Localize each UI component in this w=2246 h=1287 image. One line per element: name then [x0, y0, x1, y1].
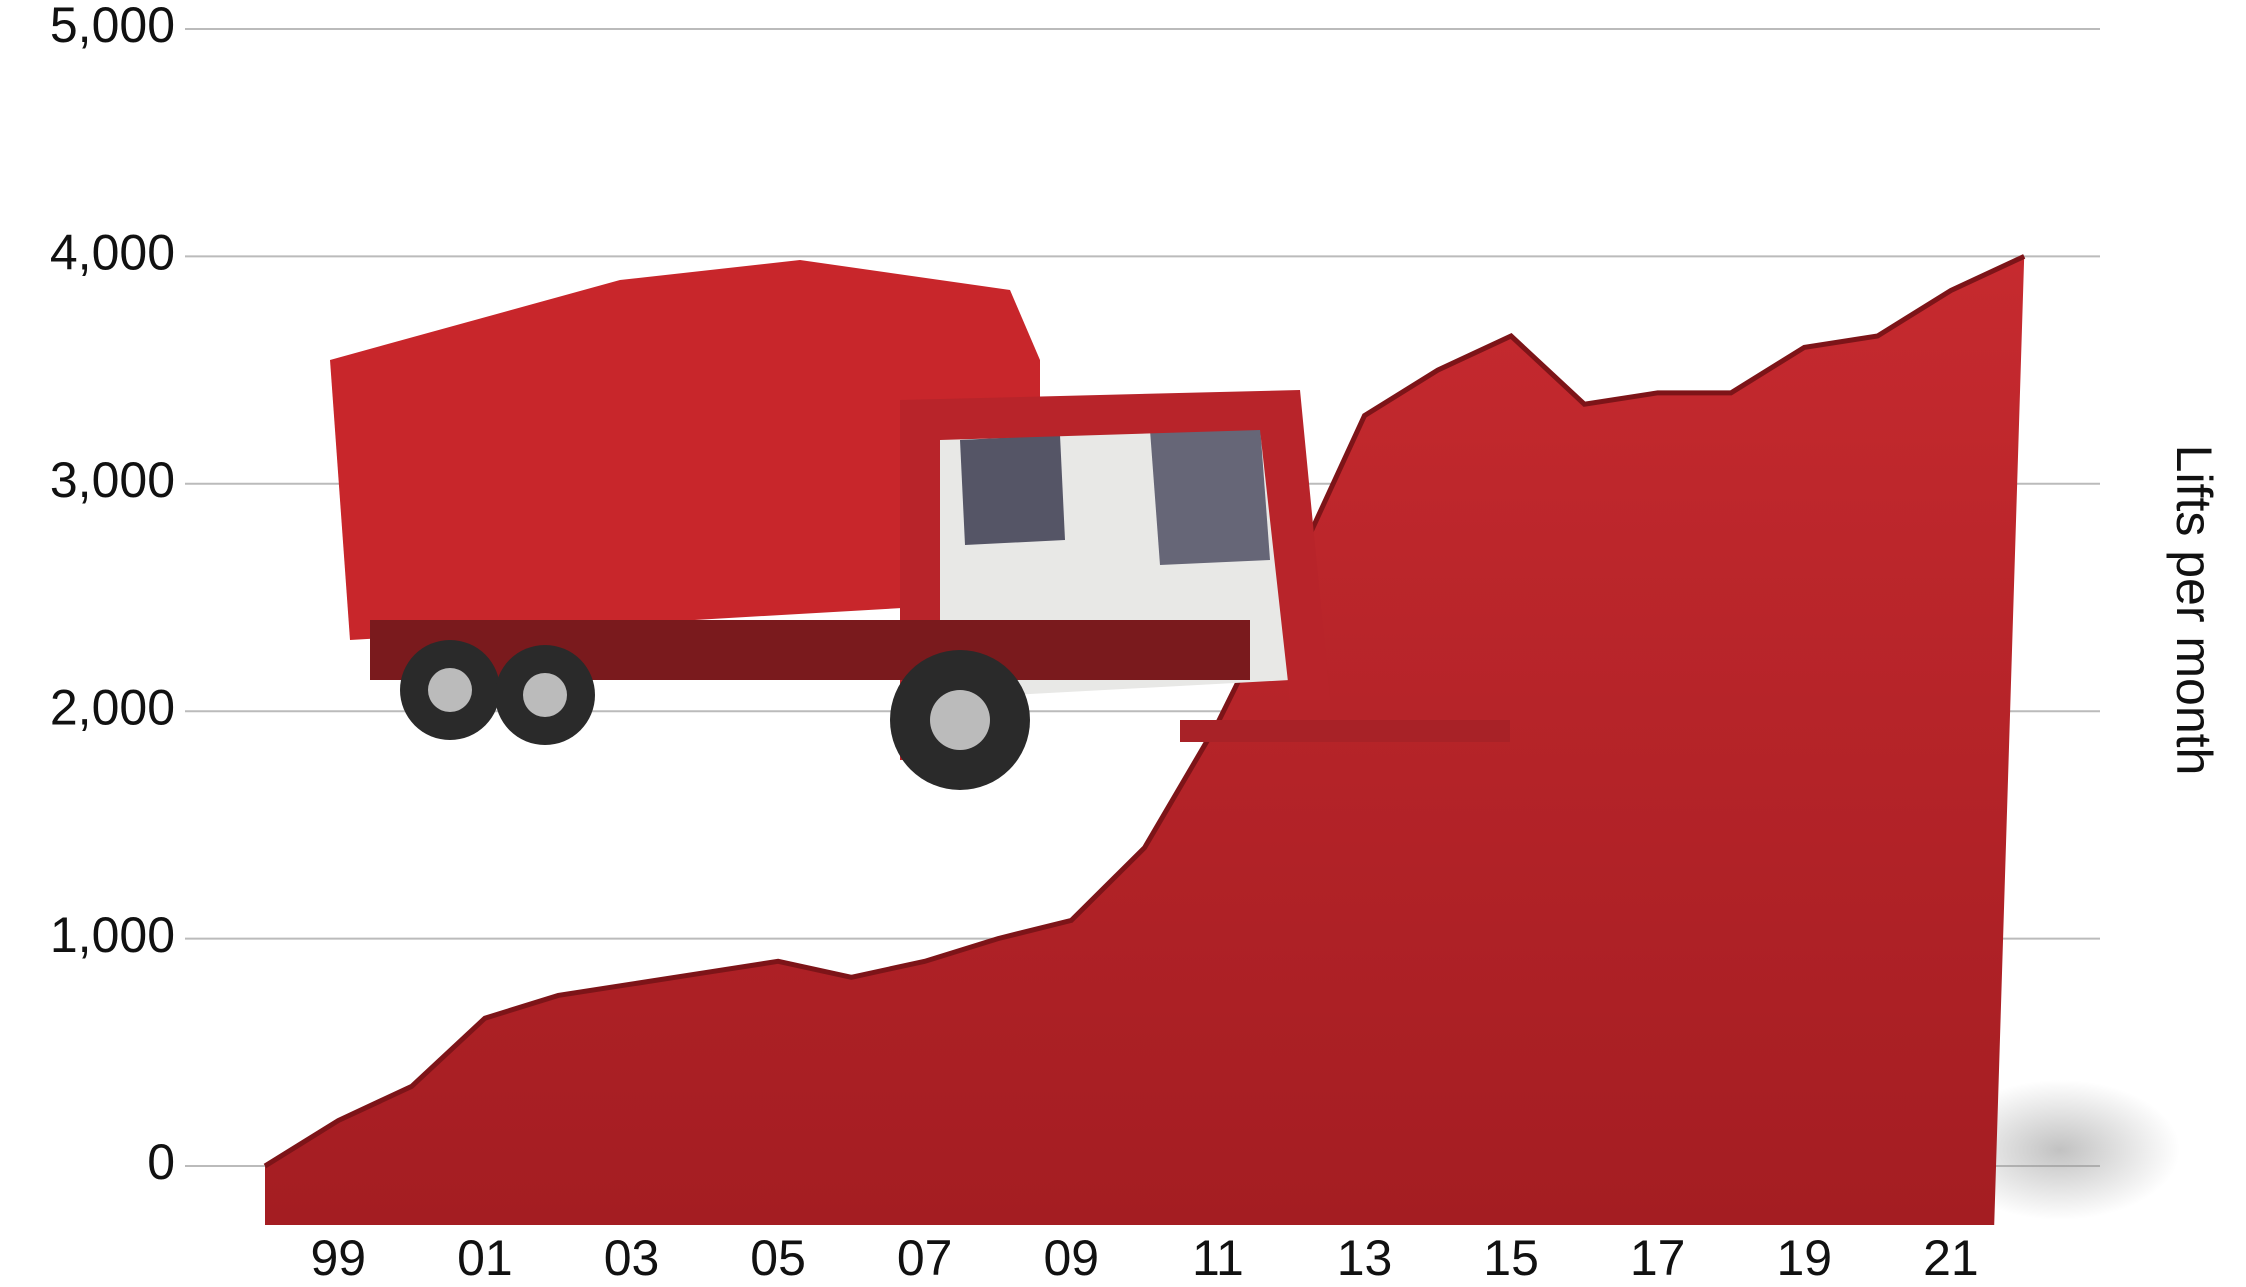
labels: 0 1,000 2,000 3,000 4,000 5,000 99 01 03 05 07 09 11…: [50, 0, 1979, 1286]
x-tick-label: 15: [1483, 1230, 1539, 1286]
y-tick-label: 3,000: [50, 452, 175, 508]
x-tick-label: 05: [750, 1230, 806, 1286]
area-edge: [263, 254, 2026, 1169]
shadow: [1940, 1080, 2180, 1220]
y-tick-label: 0: [147, 1134, 175, 1190]
plot: [263, 254, 2026, 1225]
x-tick-label: 03: [604, 1230, 660, 1286]
x-tick-label: 17: [1630, 1230, 1686, 1286]
x-tick-label: 21: [1923, 1230, 1979, 1286]
y-tick-label: 1,000: [50, 907, 175, 963]
y-tick-label: 2,000: [50, 679, 175, 735]
x-tick-label: 19: [1776, 1230, 1832, 1286]
x-tick-label: 01: [457, 1230, 513, 1286]
y-tick-label: 5,000: [50, 0, 175, 53]
y-axis-label: Lifts per month: [2166, 445, 2222, 776]
x-tick-label: 13: [1337, 1230, 1393, 1286]
area-fill: [265, 256, 2025, 1225]
truck-illustration: [330, 260, 1510, 790]
x-tick-label: 99: [310, 1230, 366, 1286]
y-tick-label: 4,000: [50, 225, 175, 281]
x-tick-label: 07: [897, 1230, 953, 1286]
x-tick-label: 11: [1192, 1230, 1244, 1286]
x-tick-label: 09: [1043, 1230, 1099, 1286]
